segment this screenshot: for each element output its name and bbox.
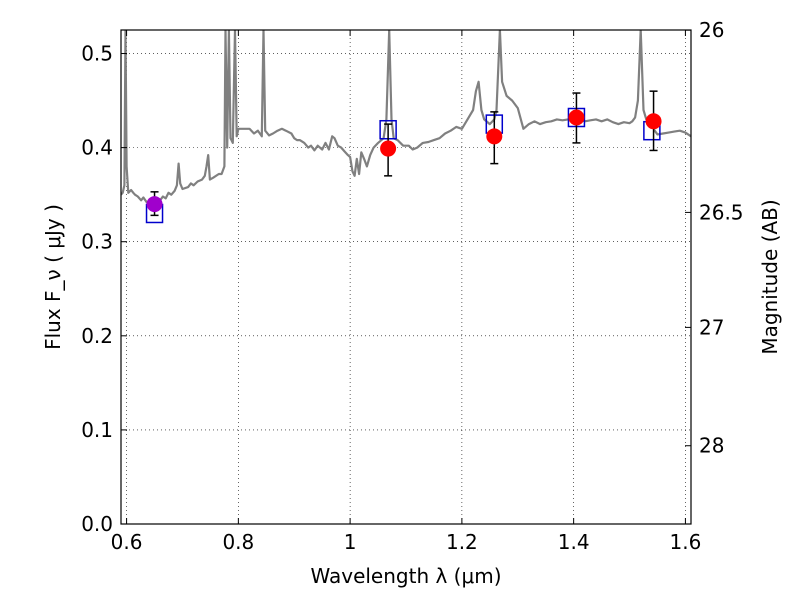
photometry-point [645, 113, 662, 130]
y2-tick-label: 27 [699, 315, 724, 339]
photometry-point [568, 109, 585, 126]
photometry-errorbar-layer [146, 90, 662, 217]
axis-tick-labels: 0.60.811.21.41.60.00.10.20.30.40.524.624… [81, 18, 744, 554]
spectrum-line [121, 30, 691, 206]
x-tick-label: 0.8 [222, 530, 254, 554]
photometry-point [486, 128, 503, 145]
y2-axis-title: Magnitude (AB) [758, 199, 782, 354]
y-tick-label: 0.3 [81, 230, 113, 254]
y-tick-label: 0.4 [81, 136, 113, 160]
grid-lines [121, 30, 691, 525]
x-axis-title: Wavelength λ (μm) [310, 564, 501, 588]
plot-area [121, 30, 691, 224]
y2-tick-label: 28 [699, 434, 724, 458]
x-tick-label: 1 [344, 530, 357, 554]
y-tick-label: 0.1 [81, 418, 113, 442]
y2-tick-label: 26.5 [699, 200, 744, 224]
plot-frame [120, 29, 692, 525]
y-axis-title: Flux F_ν ( μJy ) [41, 204, 65, 350]
spectrum-line-layer [121, 30, 691, 206]
y-tick-label: 0.5 [81, 42, 113, 66]
photometry-point [380, 140, 397, 157]
x-tick-label: 0.6 [111, 530, 143, 554]
photometry-point [146, 196, 163, 213]
y2-tick-label: 26 [699, 18, 724, 42]
x-tick-label: 1.2 [446, 530, 478, 554]
x-tick-label: 1.4 [558, 530, 590, 554]
axis-ticks [121, 29, 691, 525]
y-tick-label: 0.2 [81, 324, 113, 348]
y-tick-label: 0.0 [81, 512, 113, 536]
x-tick-label: 1.6 [670, 530, 702, 554]
